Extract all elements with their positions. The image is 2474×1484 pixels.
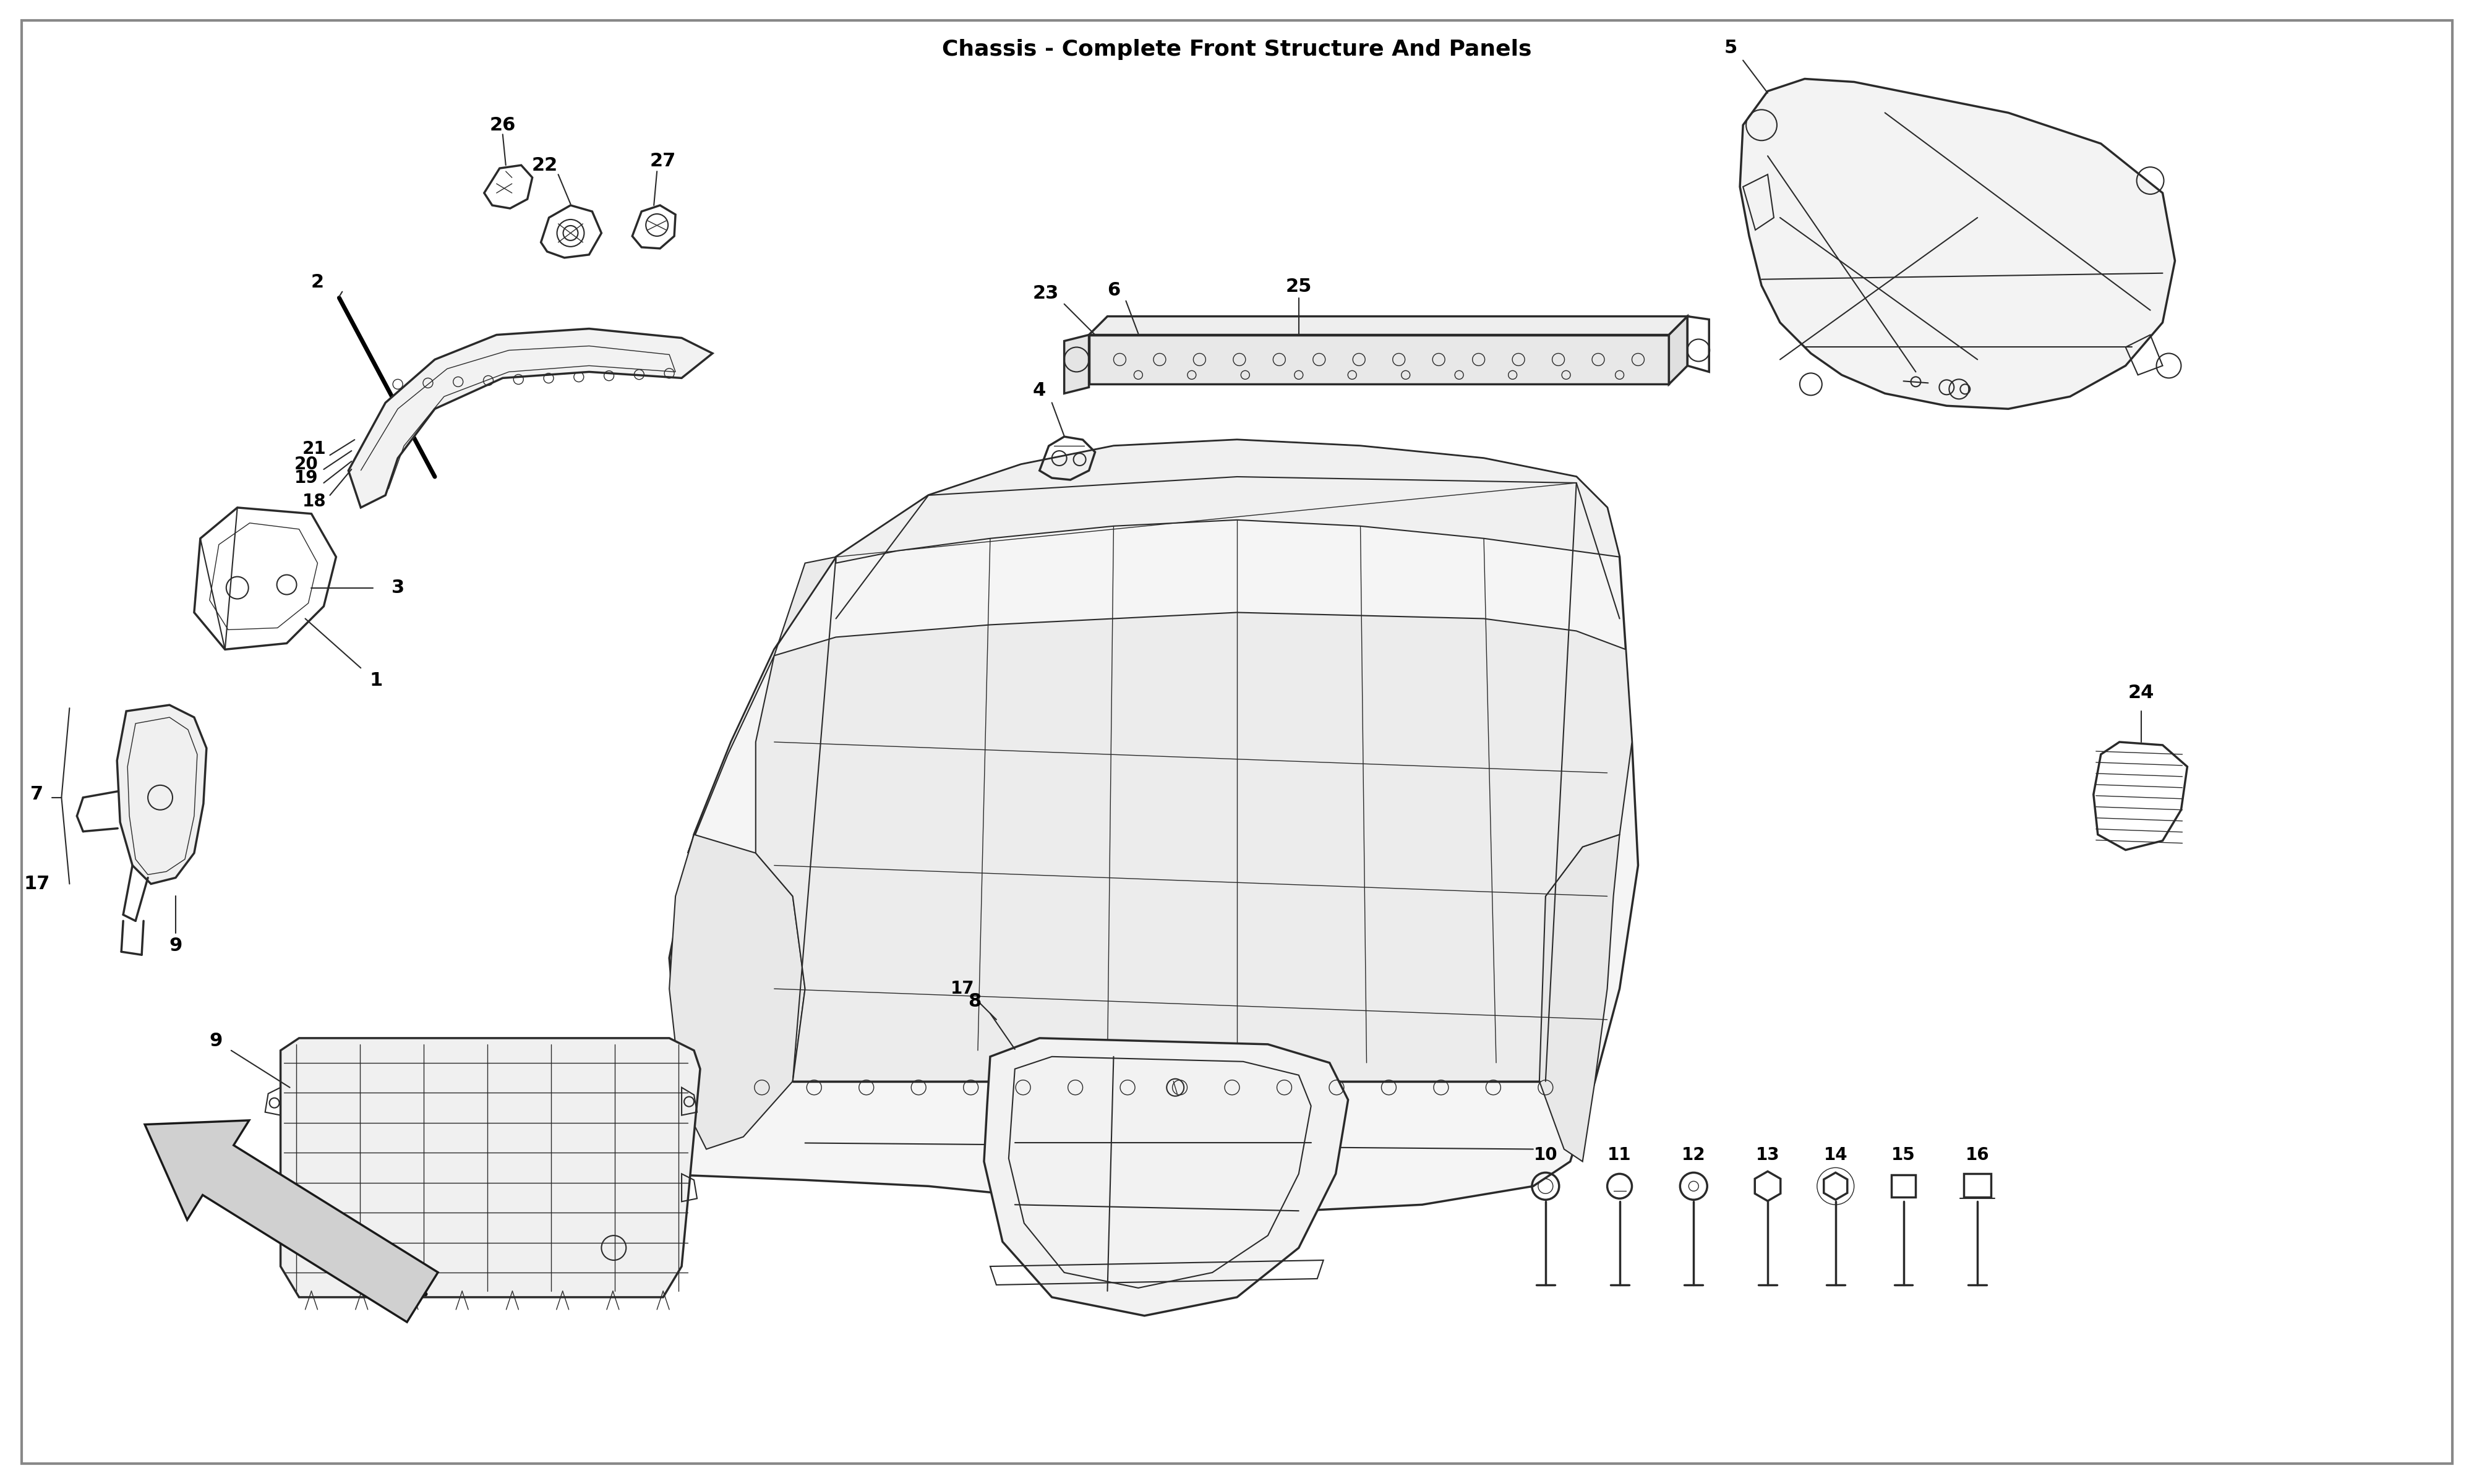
Text: 17: 17 (950, 979, 975, 997)
Text: Chassis - Complete Front Structure And Panels: Chassis - Complete Front Structure And P… (943, 39, 1531, 59)
Text: 4: 4 (1034, 381, 1047, 399)
Polygon shape (670, 834, 804, 1149)
Polygon shape (1739, 79, 2175, 410)
Polygon shape (280, 1039, 700, 1297)
Text: 8: 8 (967, 993, 982, 1011)
Polygon shape (688, 556, 836, 853)
Text: 14: 14 (1823, 1147, 1848, 1163)
Polygon shape (349, 328, 713, 508)
Text: 9: 9 (210, 1033, 223, 1051)
Text: 22: 22 (532, 156, 557, 174)
Text: 6: 6 (1106, 282, 1121, 300)
Polygon shape (1089, 316, 1687, 335)
Text: 26: 26 (490, 116, 515, 134)
Polygon shape (755, 613, 1633, 1082)
Text: 5: 5 (1724, 39, 1737, 56)
Polygon shape (1670, 316, 1687, 384)
Polygon shape (116, 705, 205, 884)
Text: 3: 3 (391, 579, 403, 597)
Polygon shape (651, 439, 1638, 1211)
Text: 11: 11 (1608, 1147, 1630, 1163)
Text: 16: 16 (1964, 1147, 1989, 1163)
Text: 15: 15 (1893, 1147, 1915, 1163)
Text: 23: 23 (1032, 285, 1059, 303)
Polygon shape (1534, 834, 1620, 1162)
Text: 21: 21 (302, 441, 327, 457)
Polygon shape (836, 439, 1620, 562)
Text: 27: 27 (651, 151, 675, 169)
Text: 25: 25 (1286, 278, 1311, 295)
Text: 1: 1 (369, 671, 383, 689)
Text: 17: 17 (25, 876, 49, 893)
Text: 10: 10 (1534, 1147, 1559, 1163)
Text: 7: 7 (30, 785, 45, 803)
Bar (1964, 1174, 1992, 1198)
Bar (1890, 1175, 1915, 1198)
Text: 24: 24 (2128, 684, 2155, 702)
Text: 2: 2 (312, 273, 324, 291)
Text: 12: 12 (1682, 1147, 1705, 1163)
Polygon shape (1089, 335, 1670, 384)
Text: 20: 20 (294, 456, 319, 473)
Polygon shape (1064, 335, 1089, 393)
Polygon shape (985, 1039, 1348, 1316)
Text: 19: 19 (294, 469, 319, 487)
Text: 9: 9 (168, 936, 183, 954)
Text: 18: 18 (302, 493, 327, 510)
FancyArrow shape (146, 1120, 438, 1322)
Text: 13: 13 (1757, 1147, 1779, 1163)
